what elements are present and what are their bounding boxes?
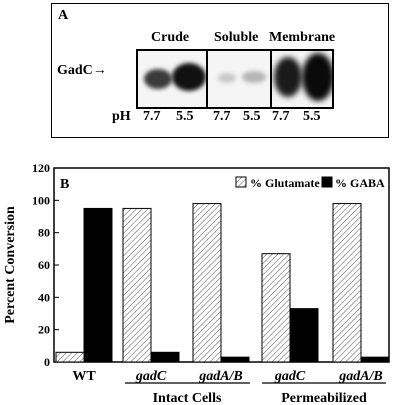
legend-swatch-gaba bbox=[321, 176, 333, 188]
header-membrane: Membrane bbox=[269, 30, 336, 45]
band-soluble-5-5 bbox=[242, 71, 266, 83]
x-tick-label: gadA/B bbox=[198, 369, 243, 384]
header-soluble: Soluble bbox=[214, 30, 259, 45]
y-axis: 0 20 40 60 80 100 120 bbox=[32, 161, 59, 369]
x-tick-label: gadA/B bbox=[338, 369, 383, 384]
band-crude-5-5 bbox=[172, 63, 206, 91]
panel-a-label: A bbox=[58, 8, 69, 23]
y-tick-label: 100 bbox=[32, 193, 50, 207]
y-tick-label: 120 bbox=[32, 161, 50, 175]
x-axis-labels: WT gadC gadA/B gadC gadA/B bbox=[72, 369, 382, 384]
ph-value: 5.5 bbox=[176, 109, 194, 124]
group-label-permeabilized: Permeabilized bbox=[281, 391, 367, 405]
y-tick-label: 0 bbox=[44, 355, 50, 369]
ph-prefix: pH bbox=[112, 109, 131, 124]
arrow-right-icon: → bbox=[92, 63, 107, 78]
bar-glutamate bbox=[192, 203, 222, 363]
bar-glutamate bbox=[261, 253, 291, 363]
y-axis-label: Percent Conversion bbox=[3, 206, 18, 324]
group-label-intact: Intact Cells bbox=[153, 391, 222, 405]
bar-glutamate bbox=[332, 203, 362, 363]
legend-swatch-glutamate bbox=[235, 176, 247, 188]
header-crude: Crude bbox=[151, 30, 190, 45]
x-tick-label: WT bbox=[72, 369, 96, 384]
blot-membrane bbox=[270, 49, 334, 109]
legend-gaba: % GABA bbox=[335, 176, 385, 190]
bar-gaba bbox=[360, 356, 390, 363]
panel-b-label: B bbox=[60, 177, 69, 192]
ph-value: 7.7 bbox=[272, 109, 290, 124]
blot-panel: A Crude Soluble Membrane GadC→ pH 7.7 5.… bbox=[51, 3, 389, 138]
ph-value: 5.5 bbox=[243, 109, 261, 124]
bar-glutamate bbox=[122, 207, 152, 363]
gadc-label: GadC→ bbox=[57, 63, 107, 79]
gadc-text: GadC bbox=[57, 63, 93, 78]
ph-value: 7.7 bbox=[143, 109, 161, 124]
band-membrane-5-5 bbox=[302, 53, 332, 101]
bars bbox=[55, 203, 390, 363]
y-tick-label: 60 bbox=[38, 258, 50, 272]
ph-value: 7.7 bbox=[213, 109, 231, 124]
x-tick-label: gadC bbox=[135, 369, 167, 384]
legend-glutamate: % Glutamate bbox=[250, 176, 320, 190]
y-tick-label: 20 bbox=[38, 323, 50, 337]
bar-gaba bbox=[289, 308, 319, 363]
blot-soluble bbox=[206, 49, 272, 109]
x-tick-label: gadC bbox=[274, 369, 306, 384]
band-crude-7-7 bbox=[144, 69, 172, 89]
bar-gaba bbox=[83, 207, 113, 363]
ph-value: 5.5 bbox=[303, 109, 321, 124]
bar-gaba bbox=[220, 356, 250, 363]
y-tick-label: 40 bbox=[38, 290, 50, 304]
bar-glutamate bbox=[55, 351, 85, 363]
bar-gaba bbox=[150, 351, 180, 363]
band-membrane-7-7 bbox=[274, 57, 302, 97]
band-soluble-7-7 bbox=[218, 73, 236, 83]
y-tick-label: 80 bbox=[38, 226, 50, 240]
